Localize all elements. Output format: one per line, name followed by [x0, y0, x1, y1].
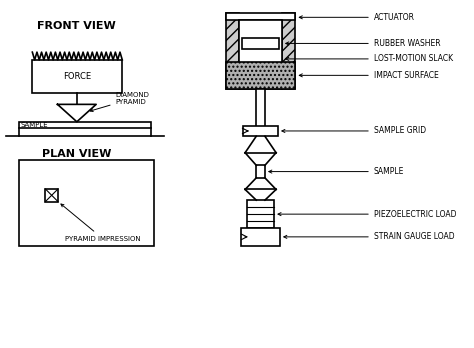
Text: PLAN VIEW: PLAN VIEW [42, 149, 111, 159]
Text: FRONT VIEW: FRONT VIEW [37, 21, 116, 31]
Bar [226, 62, 295, 89]
Bar [247, 200, 274, 228]
Bar [226, 14, 295, 20]
Bar [239, 20, 282, 89]
Bar [243, 126, 278, 136]
Bar [282, 14, 295, 89]
Text: SAMPLE: SAMPLE [269, 167, 404, 176]
Text: PIEZOELECTRIC LOAD: PIEZOELECTRIC LOAD [278, 209, 456, 219]
Bar [46, 189, 58, 201]
Text: STRAIN GAUGE LOAD: STRAIN GAUGE LOAD [284, 232, 455, 242]
Bar [19, 122, 151, 128]
Bar [241, 228, 280, 246]
Text: SAMPLE GRID: SAMPLE GRID [282, 126, 426, 135]
Text: RUBBER WASHER: RUBBER WASHER [286, 39, 440, 48]
Bar [19, 160, 154, 246]
Text: LOST-MOTION SLACK: LOST-MOTION SLACK [286, 54, 453, 63]
Bar [256, 165, 265, 178]
Text: IMPACT SURFACE: IMPACT SURFACE [299, 71, 438, 80]
Bar [226, 14, 239, 89]
Bar [32, 60, 122, 93]
Text: ACTUATOR: ACTUATOR [299, 13, 415, 22]
Text: PYRAMID IMPRESSION: PYRAMID IMPRESSION [61, 204, 141, 242]
Text: FORCE: FORCE [63, 72, 91, 81]
Bar [256, 89, 265, 132]
Bar [242, 38, 279, 49]
Text: DIAMOND
PYRAMID: DIAMOND PYRAMID [90, 92, 149, 112]
Text: SAMPLE: SAMPLE [20, 122, 48, 128]
